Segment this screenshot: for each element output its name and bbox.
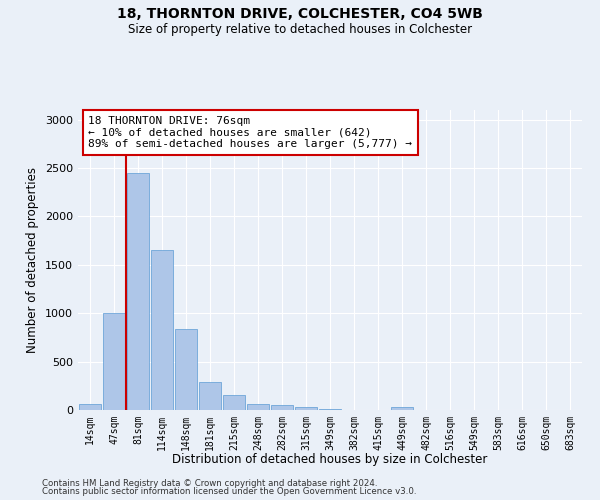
Bar (103, 313, 125, 410)
Bar (391, 406, 413, 410)
Bar (295, 407, 317, 410)
Bar (175, 328, 197, 410)
Text: Contains public sector information licensed under the Open Government Licence v3: Contains public sector information licen… (42, 487, 416, 496)
Text: 18, THORNTON DRIVE, COLCHESTER, CO4 5WB: 18, THORNTON DRIVE, COLCHESTER, CO4 5WB (117, 8, 483, 22)
Text: Size of property relative to detached houses in Colchester: Size of property relative to detached ho… (128, 22, 472, 36)
Bar (223, 396, 245, 410)
Bar (319, 408, 341, 410)
Bar (199, 382, 221, 410)
Text: 18 THORNTON DRIVE: 76sqm
← 10% of detached houses are smaller (642)
89% of semi-: 18 THORNTON DRIVE: 76sqm ← 10% of detach… (88, 116, 412, 149)
Bar (247, 404, 269, 410)
Text: Distribution of detached houses by size in Colchester: Distribution of detached houses by size … (172, 452, 488, 466)
Y-axis label: Number of detached properties: Number of detached properties (26, 167, 40, 353)
Text: Contains HM Land Registry data © Crown copyright and database right 2024.: Contains HM Land Registry data © Crown c… (42, 478, 377, 488)
Bar (79, 404, 101, 410)
Bar (151, 250, 173, 410)
Bar (127, 173, 149, 410)
Bar (271, 405, 293, 410)
